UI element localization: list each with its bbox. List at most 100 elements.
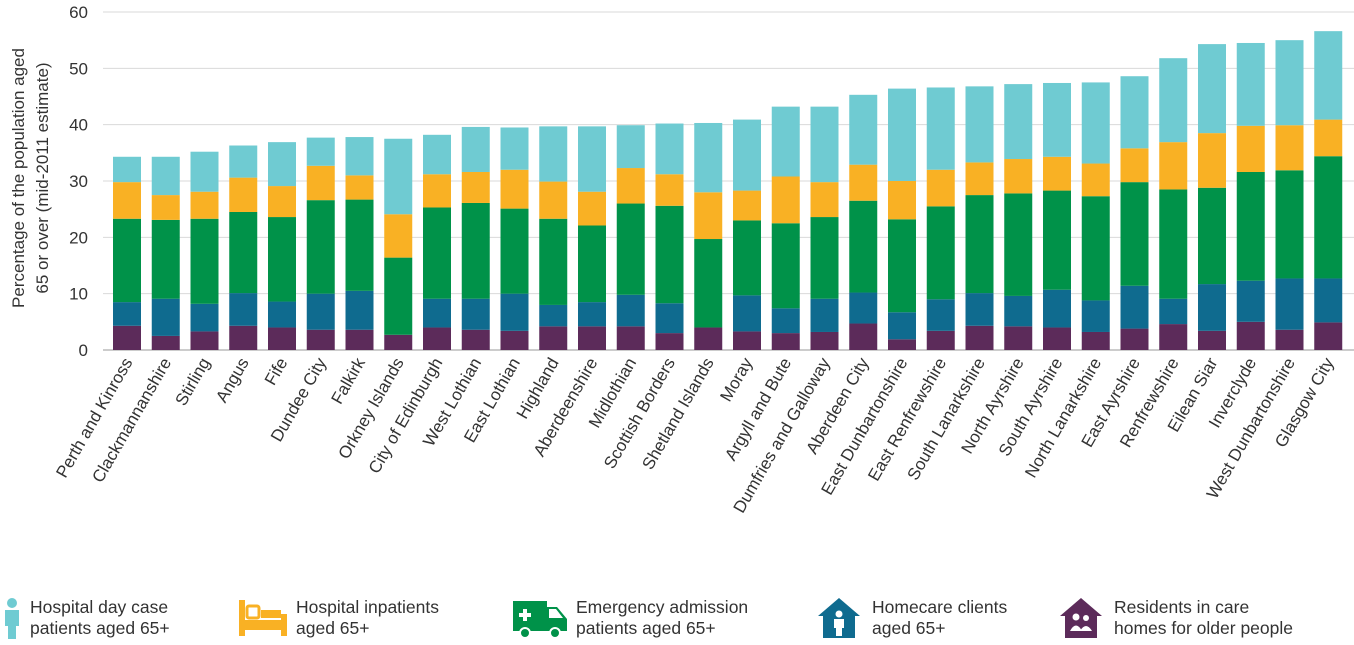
legend: Hospital day case patients aged 65+ Hosp… [0,596,1354,645]
bar-segment [113,325,141,350]
legend-label: Homecare clients aged 65+ [872,597,1072,639]
bar-segment [888,88,916,181]
bar-segment [849,292,878,324]
bar-segment [1314,156,1343,279]
legend-label: Hospital day case patients aged 65+ [30,597,230,639]
bar-segment [1236,125,1265,172]
bar-segment [1081,82,1110,164]
bar-segment [1081,331,1110,350]
bar-segment [345,175,374,200]
bar-segment [229,293,258,326]
bar-segment [578,225,606,303]
x-tick-label: Shetland Islands [638,355,717,473]
bar-segment [1314,278,1343,323]
bar-segment [1004,84,1033,160]
bar-segment [694,122,723,193]
legend-item-inpatients: Hospital inpatients aged 65+ [236,596,496,640]
bar-segment [1159,324,1188,350]
bar-segment [306,329,335,350]
bar-segment [423,207,451,299]
bar-segment [578,302,606,327]
bar-segment [965,325,994,350]
bar-segment [1120,285,1149,329]
bar-segment [771,333,800,350]
legend-label-line2: homes for older people [1114,618,1293,638]
x-tick-label: Moray [716,354,756,405]
house-person-icon [812,596,866,640]
bar-segment [384,334,413,350]
bar-segment [1236,171,1265,281]
legend-item-care-homes: Residents in care homes for older people [1054,596,1314,640]
bar-segment [306,165,335,201]
bar-segment [1004,193,1033,296]
y-tick-label: 30 [69,172,88,191]
legend-label-line1: Residents in care [1114,597,1250,617]
bar-segment [423,134,451,175]
bar-segment [268,217,296,302]
bar-segment [1004,295,1033,327]
bar-segment [1043,82,1071,157]
bar-segment [1120,148,1149,183]
bar-segment [1198,133,1226,188]
bar-segment [965,195,994,294]
bar-segment [229,325,258,350]
bar-segment [888,312,916,340]
y-tick-label: 10 [69,285,88,304]
bar-segment [694,327,723,350]
legend-label: Hospital inpatients aged 65+ [296,597,496,639]
bar-segment [539,181,568,219]
bar-segment [965,86,994,163]
bar-segment [113,182,141,219]
bar-segment [151,298,180,336]
bar-segment [1043,156,1071,191]
bar-segment [771,223,800,309]
bar-segment [190,303,219,332]
bar-segment [500,330,529,350]
y-tick-label: 20 [69,228,88,247]
bar-segment [1275,278,1304,330]
ambulance-icon [510,596,570,640]
bar-segment [1314,31,1343,120]
bar-segment [1120,76,1149,149]
bar-segment [345,329,374,350]
bar-segment [771,308,800,334]
legend-label: Emergency admission patients aged 65+ [576,597,776,639]
bar-segment [926,169,955,207]
legend-item-day-case: Hospital day case patients aged 65+ [0,596,230,640]
bar-segment [616,125,645,169]
bar-segment [888,181,916,220]
bar-segment [655,205,684,304]
bar-segment [500,208,529,294]
bar-segment [306,137,335,166]
bar-segment [733,220,761,296]
bar-segment [1236,280,1265,322]
bar-segment [655,123,684,175]
bar-segment [190,191,219,219]
bar-segment [190,151,219,192]
legend-label-line2: aged 65+ [872,618,946,638]
bar-segment [694,192,723,240]
legend-label-line1: Hospital day case [30,597,169,617]
bar-segment [461,329,490,350]
bar-segment [268,186,296,218]
bar-segment [1198,187,1226,285]
bar-segment [539,218,568,305]
bar-segment [190,218,219,304]
bar-segment [1004,159,1033,194]
legend-label-line2: patients aged 65+ [576,618,716,638]
bar-segment [733,295,761,332]
bar-segment [810,298,839,332]
bar-segment [1314,119,1343,157]
bar-segment [1004,326,1033,350]
bar-segment [151,219,180,299]
bar-segment [849,323,878,350]
bar-segment [1043,190,1071,290]
legend-item-emergency: Emergency admission patients aged 65+ [510,596,776,640]
bar-segment [1159,142,1188,190]
bar-segment [1159,298,1188,325]
bar-segment [461,298,490,330]
bar-segment [1198,44,1226,134]
bar-segment [926,87,955,170]
bar-segment [616,168,645,204]
bar-segment [113,218,141,303]
